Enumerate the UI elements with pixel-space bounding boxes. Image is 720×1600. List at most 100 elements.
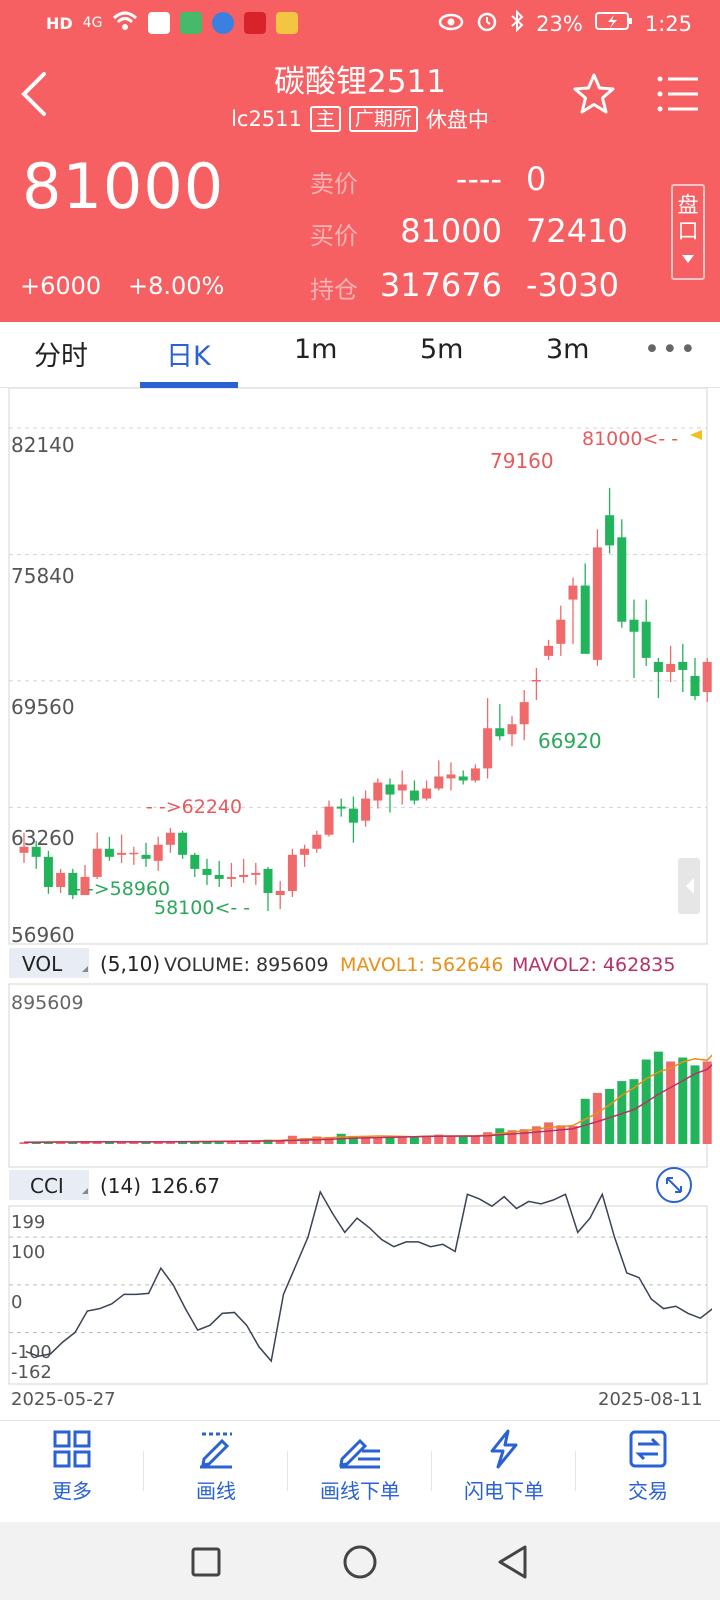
last-price: 81000 <box>22 150 225 223</box>
mavol1-value: MAVOL1: 562646 <box>340 954 503 976</box>
volume-bar <box>80 1141 90 1144</box>
vol-dropdown-icon <box>82 966 88 972</box>
candle-body <box>568 585 578 600</box>
ask-label: 卖价 <box>310 170 358 198</box>
volume-bar <box>31 1142 41 1144</box>
home-icon[interactable] <box>342 1544 378 1580</box>
volume-bar <box>690 1065 700 1144</box>
app-icon-3 <box>212 12 235 34</box>
toolbar-divider <box>575 1451 576 1491</box>
volume-bar <box>202 1141 212 1144</box>
volume-bar <box>592 1092 602 1144</box>
tab-daily-k[interactable]: 日K <box>166 341 211 372</box>
candle-grid <box>9 427 707 808</box>
period-tabs: 分时 日K 1m 5m 3m ••• <box>0 322 720 388</box>
candle-body <box>92 848 102 877</box>
volume-bar <box>92 1141 102 1144</box>
draw-line-button[interactable]: 画线 <box>166 1429 266 1504</box>
vol-indicator-tab[interactable] <box>9 948 89 978</box>
volume-bar <box>178 1141 188 1144</box>
candle-body <box>178 832 188 855</box>
more-button[interactable]: 更多 <box>22 1429 122 1504</box>
clock: 1:25 <box>644 11 692 36</box>
last-price-marker: 81000<- - <box>582 428 678 450</box>
candle-body <box>397 784 407 791</box>
candle-body <box>104 848 114 857</box>
candle-body <box>129 852 139 855</box>
candle-body <box>446 774 456 779</box>
volume-bar <box>629 1079 639 1144</box>
active-tab-indicator <box>140 382 238 388</box>
candle-body <box>287 854 297 891</box>
candle-body <box>702 661 712 693</box>
low-price-label-left: - ->58960 <box>74 878 170 900</box>
favorite-button[interactable] <box>570 70 618 118</box>
y-tick-63260: 63260 <box>11 826 75 850</box>
back-nav-icon[interactable] <box>496 1544 530 1580</box>
order-book-toggle[interactable]: 盘口 <box>671 184 705 280</box>
kline-chart[interactable]: 82140 75840 69560 63260 56960 81000<- - … <box>8 388 712 1408</box>
system-nav-bar <box>0 1522 720 1600</box>
cci-indicator-tab[interactable] <box>9 1170 89 1200</box>
tab-timeshare[interactable]: 分时 <box>34 341 88 372</box>
candle-body <box>214 874 224 879</box>
tab-3m[interactable]: 3m <box>546 334 590 365</box>
volume-bar <box>409 1136 419 1144</box>
volume-bars <box>19 1051 712 1144</box>
open-interest-label: 持仓 <box>310 276 358 304</box>
cci-line <box>25 1189 712 1363</box>
back-button[interactable] <box>18 68 62 122</box>
candle-body <box>373 782 383 801</box>
candle-body <box>483 728 493 769</box>
trade-button[interactable]: 交易 <box>598 1429 698 1504</box>
back-arrow-icon <box>21 72 46 116</box>
volume-bar <box>251 1140 261 1144</box>
volume-bar <box>263 1139 273 1144</box>
volume-bar <box>214 1141 224 1144</box>
draw-line-label: 画线 <box>196 1479 236 1503</box>
network-type: HD <box>46 13 73 33</box>
exchange-badge: 广期所 <box>348 106 418 132</box>
draw-line-order-button[interactable]: 画线下单 <box>310 1429 410 1504</box>
volume-bar <box>275 1139 285 1144</box>
more-periods-button[interactable]: ••• <box>644 334 698 365</box>
bluetooth-icon <box>510 9 524 37</box>
candle-body <box>556 619 566 644</box>
volume-bar <box>56 1141 66 1144</box>
cci-panel-frame <box>8 1205 708 1385</box>
tab-5m[interactable]: 5m <box>420 334 464 365</box>
open-interest-change: -3030 <box>526 266 619 304</box>
volume-bar <box>129 1142 139 1144</box>
cci-grid <box>9 1236 707 1333</box>
eye-icon <box>438 12 464 36</box>
flash-order-button[interactable]: 闪电下单 <box>454 1429 554 1504</box>
recent-apps-icon[interactable] <box>190 1546 222 1578</box>
volume-bar <box>190 1141 200 1144</box>
candle-body <box>385 784 395 795</box>
volume-bar <box>519 1129 529 1144</box>
menu-button[interactable] <box>656 74 700 114</box>
candle-body <box>666 663 676 672</box>
volume-bar <box>666 1061 676 1144</box>
candle-body <box>141 854 151 859</box>
bid-volume: 72410 <box>526 212 628 250</box>
candle-body <box>678 661 688 670</box>
candle-body <box>544 645 554 656</box>
y-tick-75840: 75840 <box>11 564 75 588</box>
candle-body <box>422 788 432 799</box>
candle-body <box>239 874 249 877</box>
volume-bar <box>544 1122 554 1144</box>
alarm-icon <box>476 10 498 37</box>
order-book-label: 盘口 <box>677 193 699 243</box>
cci-tick-100: 100 <box>11 1242 45 1263</box>
status-bar: HD 4G 23% 1:25 <box>0 0 720 48</box>
candle-body <box>300 848 310 855</box>
candle-body <box>31 846 41 857</box>
cci-tick-199: 199 <box>11 1212 45 1233</box>
volume-bar <box>19 1142 29 1144</box>
volume-bar <box>653 1051 663 1144</box>
cci-tick-minus162: -162 <box>11 1362 52 1383</box>
price-change: +6000 <box>20 272 102 300</box>
tab-1m[interactable]: 1m <box>294 334 338 365</box>
candle-body <box>690 675 700 697</box>
